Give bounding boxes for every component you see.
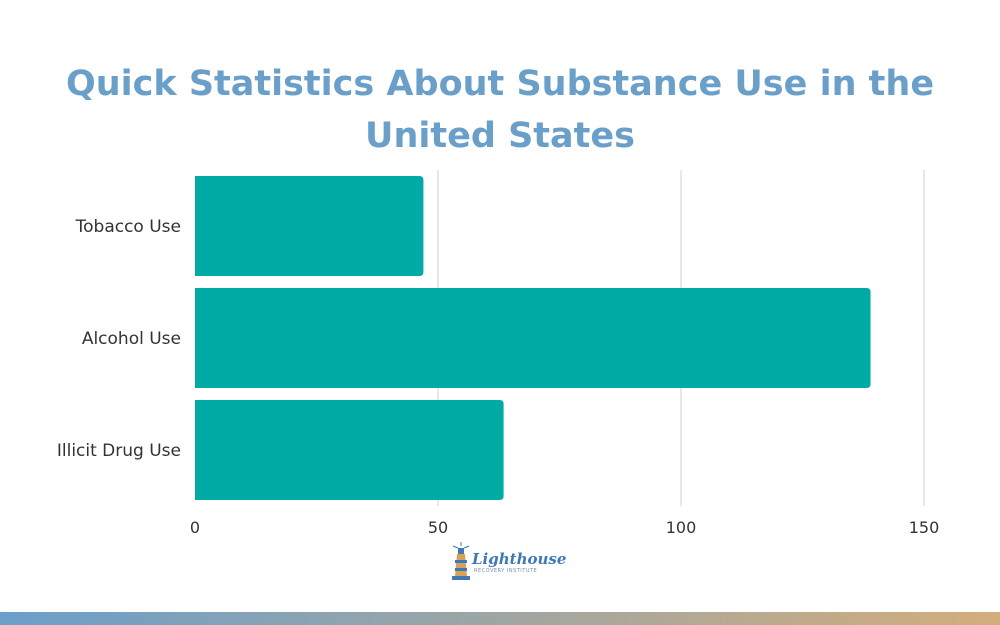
chart-title: Quick Statistics About Substance Use in … (65, 64, 935, 156)
bottom-gradient-bar (0, 612, 1000, 625)
x-tick-label: 150 (909, 518, 940, 537)
bar-illicit-drug-use (195, 400, 504, 500)
bar-chart: Tobacco Use Alcohol Use Illicit Drug Use 0 5… (57, 170, 940, 537)
bar-tobacco-use (195, 176, 424, 276)
x-tick-label: 50 (428, 518, 448, 537)
logo-name: Lighthouse (472, 550, 567, 568)
x-tick-label: 100 (666, 518, 697, 537)
lighthouse-icon (452, 542, 470, 580)
logo-wordmark: Lighthouse (472, 550, 566, 568)
logo-tagline: RECOVERY INSTITUTE (474, 568, 538, 574)
bar-alcohol-use (195, 288, 871, 388)
category-label: Illicit Drug Use (57, 441, 181, 461)
x-tick-label: 0 (190, 518, 200, 537)
category-label: Tobacco Use (75, 217, 181, 237)
category-label: Alcohol Use (82, 329, 181, 349)
lighthouse-logo: Lighthouse RECOVERY INSTITUTE (450, 540, 566, 585)
